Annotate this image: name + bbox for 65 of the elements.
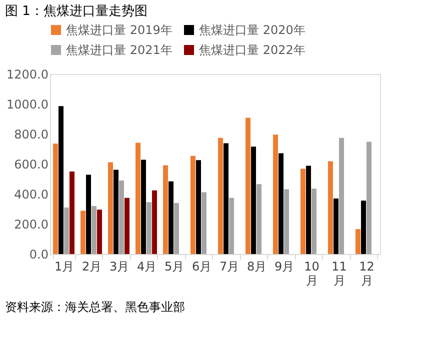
bar <box>141 160 146 254</box>
chart-title: 图 1：焦煤进口量走势图 <box>5 4 148 19</box>
y-tick-label: 800.0 <box>14 128 48 142</box>
bar <box>119 180 124 254</box>
bar <box>251 146 256 254</box>
bar <box>361 200 366 254</box>
text: 资料来源：海关总署、黑色事业部 <box>5 300 185 314</box>
x-tick-label: 4月 <box>136 260 157 274</box>
x-tick-label: 7月 <box>219 260 240 274</box>
y-tick-label: 200.0 <box>14 218 48 232</box>
x-tick-label: 11月 <box>332 260 347 288</box>
legend-label: 焦煤进口量 2021年 <box>66 43 172 57</box>
bar <box>278 153 284 254</box>
bar <box>306 166 311 254</box>
bar <box>190 156 196 254</box>
bar <box>202 192 206 254</box>
y-tick-label: 600.0 <box>14 158 48 172</box>
x-tick-label: 12月 <box>359 260 374 288</box>
bar <box>284 189 289 254</box>
bar <box>366 142 372 254</box>
bar <box>246 118 250 254</box>
bar <box>70 172 74 254</box>
legend-label: 焦煤进口量 2019年 <box>66 23 172 37</box>
bar <box>58 106 64 254</box>
bar <box>146 202 152 254</box>
bar <box>64 208 69 254</box>
y-tick-label: 1200.0 <box>6 68 48 82</box>
bar <box>196 160 201 254</box>
bar <box>174 203 179 254</box>
x-tick-label: 9月 <box>274 260 294 274</box>
x-tick-label: 6月 <box>192 260 212 274</box>
bar <box>356 229 360 254</box>
bar <box>339 138 344 254</box>
bar <box>97 210 102 254</box>
bar <box>256 184 262 254</box>
y-tick-label: 0.0 <box>29 248 48 262</box>
bar <box>312 188 316 254</box>
bar <box>334 198 338 254</box>
bar <box>92 206 96 254</box>
bar <box>80 210 86 254</box>
bar <box>124 198 130 254</box>
bar <box>273 134 278 254</box>
bar <box>108 162 113 254</box>
bar <box>168 181 174 254</box>
legend-label: 焦煤进口量 2020年 <box>199 23 306 37</box>
bar <box>86 174 91 254</box>
bar <box>114 170 118 254</box>
x-tick-label: 3月 <box>109 260 130 274</box>
y-tick-label: 1000.0 <box>6 98 48 112</box>
bar <box>224 143 228 254</box>
x-tick-label: 2月 <box>82 260 102 274</box>
x-tick-label: 1月 <box>54 260 74 274</box>
x-tick-label: 10月 <box>304 260 320 288</box>
bar <box>163 165 168 254</box>
bar <box>152 190 157 254</box>
bar <box>229 198 234 254</box>
bar <box>218 138 223 254</box>
y-tick-label: 400.0 <box>14 188 48 202</box>
bar <box>53 144 58 254</box>
legend-label: 焦煤进口量 2022年 <box>199 43 306 57</box>
bar <box>136 142 140 254</box>
x-tick-label: 5月 <box>164 260 184 274</box>
x-tick-label: 8月 <box>246 260 267 274</box>
bar <box>300 168 306 254</box>
bar <box>328 161 333 254</box>
